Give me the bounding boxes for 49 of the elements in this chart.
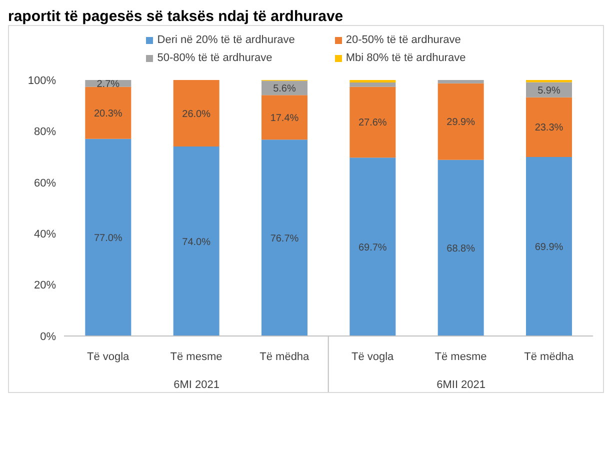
data-label: 26.0% <box>182 108 211 120</box>
bar <box>526 157 572 336</box>
x-tick-label: Të mesme <box>170 351 222 363</box>
bar <box>350 86 396 158</box>
chart-title: raportit të pagesës së taksës ndaj të ardhurave <box>8 8 344 25</box>
bar <box>85 138 132 336</box>
legend-label: Deri në 20% të të ardhurave <box>157 34 295 46</box>
data-label: 29.9% <box>446 117 476 128</box>
bar <box>85 86 132 139</box>
bar <box>438 160 484 336</box>
bar <box>261 140 308 336</box>
data-label: 27.6% <box>358 118 387 129</box>
text: 6MI 2021 <box>174 379 220 391</box>
text: 6MII 2021 <box>436 379 486 391</box>
y-tick-label: 100% <box>28 74 56 87</box>
x-tick-label: Të mesme <box>434 351 487 363</box>
legend-label: 50-80% të të ardhurave <box>157 52 272 64</box>
data-label: 23.3% <box>534 122 564 134</box>
legend-label: Mbi 80% të të ardhurave <box>346 52 466 64</box>
x-tick-label: Të vogla <box>86 351 130 363</box>
data-label: 69.9% <box>534 242 564 254</box>
bar <box>173 80 220 147</box>
data-label: 2.7% <box>96 78 120 90</box>
bar <box>350 82 396 87</box>
data-label: 68.8% <box>446 243 476 254</box>
y-tick-label: 0% <box>40 330 56 343</box>
x-tick-label: Të mëdha <box>524 351 575 363</box>
data-label: 76.7% <box>270 233 299 244</box>
bar <box>350 158 396 336</box>
y-tick-label: 20% <box>34 280 56 292</box>
x-tick-label: Të vogla <box>351 351 395 363</box>
data-label: 20.3% <box>94 108 122 120</box>
data-label: 17.4% <box>270 112 299 124</box>
bar <box>173 146 220 336</box>
bar <box>526 97 572 158</box>
data-label: 69.7% <box>358 242 387 254</box>
bar <box>350 80 396 83</box>
data-label: 5.6% <box>273 83 296 94</box>
data-label: 5.9% <box>538 85 560 96</box>
legend-label: 20-50% të të ardhurave <box>346 34 461 46</box>
data-label: 74.0% <box>182 236 211 248</box>
bar <box>261 95 308 140</box>
data-label: 77.0% <box>94 232 122 244</box>
bar <box>438 80 484 84</box>
y-tick-label: 60% <box>34 177 56 190</box>
y-tick-label: 80% <box>34 126 56 138</box>
y-tick-label: 40% <box>34 228 56 241</box>
bar <box>438 83 484 160</box>
x-tick-label: Të mëdha <box>260 351 310 363</box>
